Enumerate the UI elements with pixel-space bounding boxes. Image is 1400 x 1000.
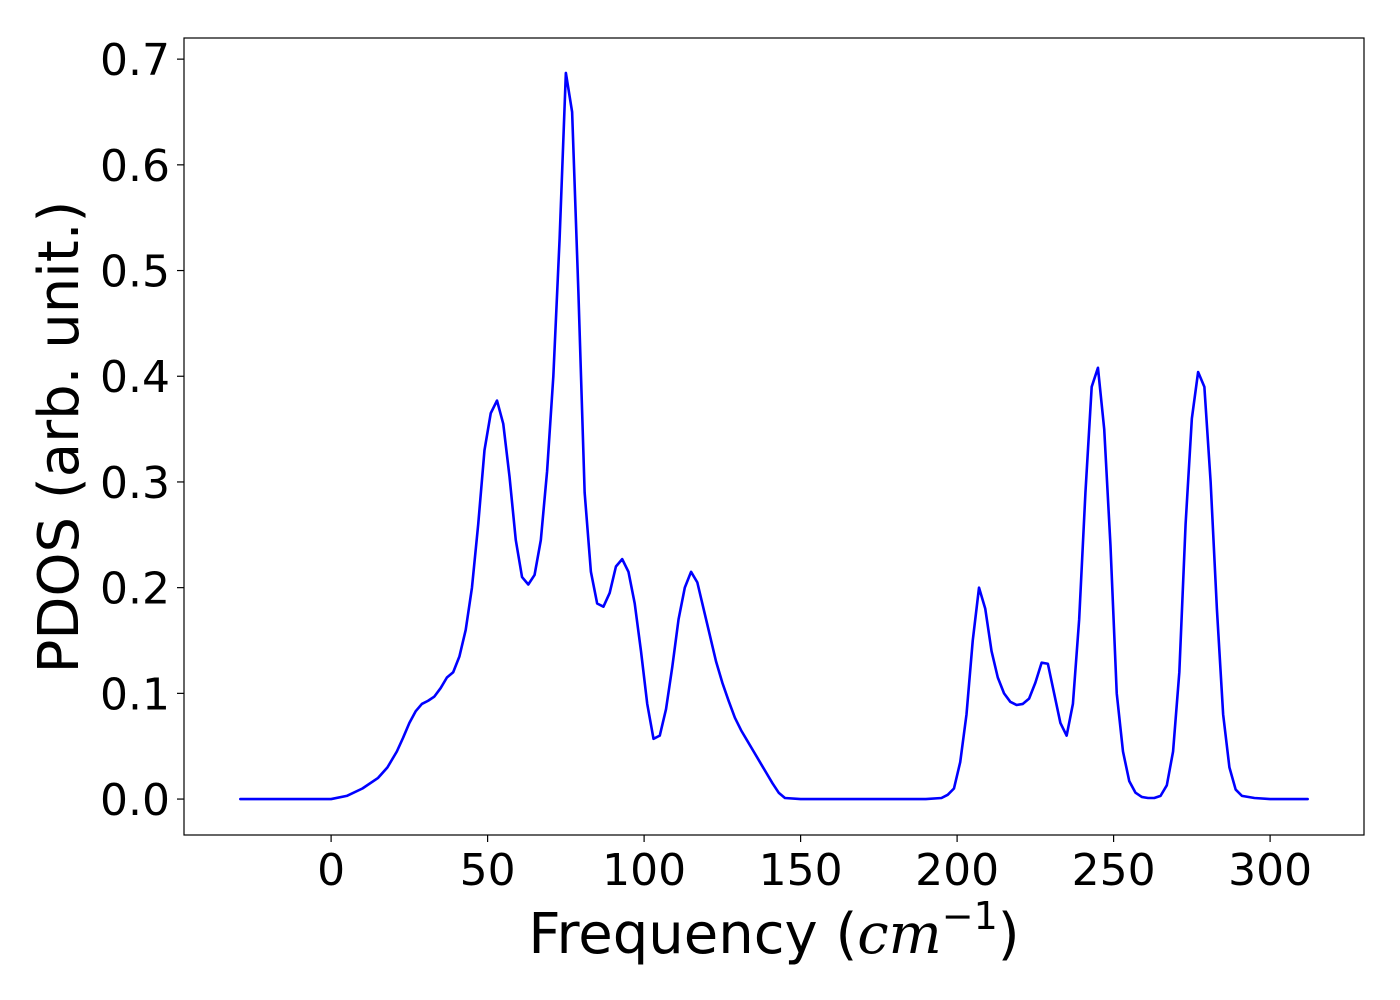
- y-tick-label: 0.1: [100, 669, 170, 720]
- x-tick-label: 300: [1228, 845, 1312, 896]
- x-axis-ticks: 0 50 100 150 200 250 300: [317, 835, 1312, 896]
- y-tick-label: 0.4: [100, 352, 170, 403]
- plot-area: [183, 37, 1365, 836]
- y-tick-label: 0.2: [100, 564, 170, 615]
- y-tick-label: 0.3: [100, 458, 170, 509]
- pdos-series-line: [239, 71, 1309, 801]
- y-axis-ticks: 0.0 0.1 0.2 0.3 0.4 0.5 0.6 0.7: [100, 35, 184, 826]
- x-tick-label: 200: [915, 845, 999, 896]
- x-tick-label: 150: [759, 845, 843, 896]
- y-tick-label: 0.5: [100, 247, 170, 298]
- y-tick-label: 0.6: [100, 141, 170, 192]
- y-tick-label: 0.7: [100, 35, 170, 86]
- x-tick-label: 250: [1072, 845, 1156, 896]
- y-axis-label: PDOS (arb. unit.): [27, 201, 92, 674]
- y-tick-label: 0.0: [100, 775, 170, 826]
- x-tick-label: 50: [460, 845, 516, 896]
- x-tick-label: 100: [602, 845, 686, 896]
- x-axis-label: Frequency (cm−1): [528, 894, 1019, 967]
- x-tick-label: 0: [317, 845, 345, 896]
